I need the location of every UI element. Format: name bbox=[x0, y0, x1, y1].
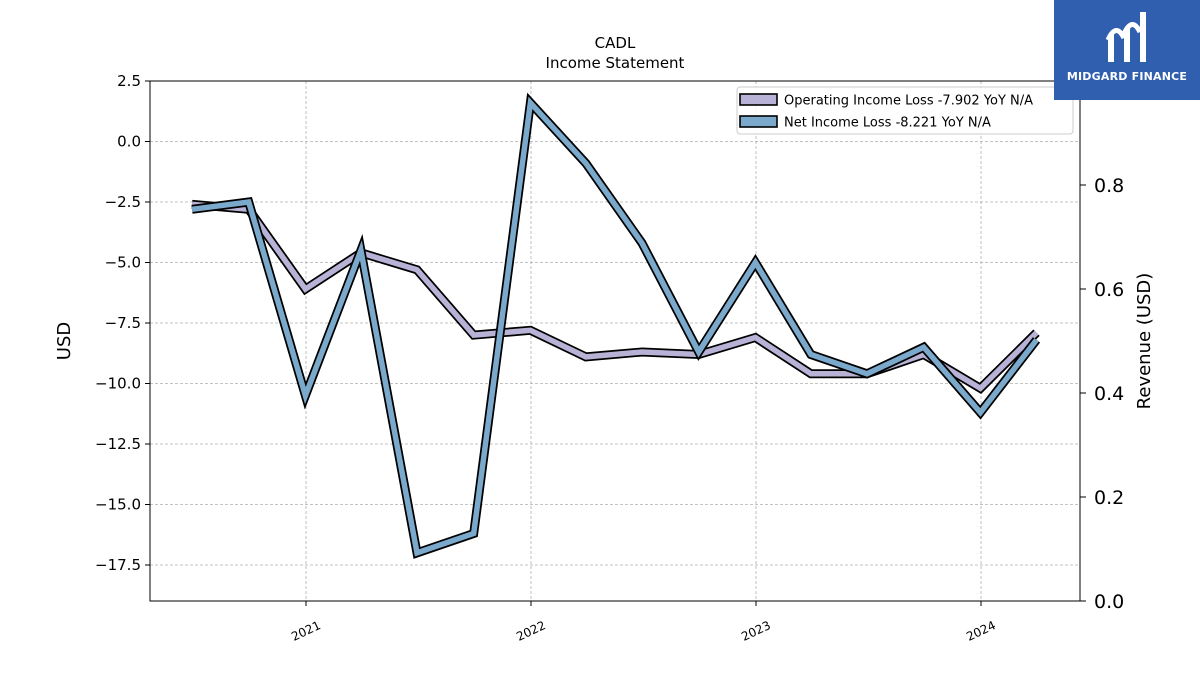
x-tick-label: 2021 bbox=[289, 618, 323, 644]
y2-tick-label: 0.4 bbox=[1094, 383, 1124, 405]
legend-box bbox=[736, 86, 1074, 135]
logo-text: MIDGARD FINANCE bbox=[1066, 70, 1188, 83]
legend-label-operating-income: Operating Income Loss -7.902 YoY N/A bbox=[784, 94, 1033, 109]
y-tick-label: −2.5 bbox=[105, 193, 141, 211]
x-tick-label: 2024 bbox=[964, 618, 998, 644]
midgard-finance-logo: MIDGARD FINANCE bbox=[1054, 0, 1200, 100]
plot-frame bbox=[149, 80, 1081, 602]
midgard-logo-icon bbox=[1105, 12, 1146, 62]
chart-subtitle: Income Statement bbox=[546, 54, 685, 72]
series-layer bbox=[191, 92, 1041, 559]
y-tick-label: 2.5 bbox=[117, 72, 141, 90]
y2-axis-label: Revenue (USD) bbox=[1134, 273, 1155, 410]
y-tick-label: −15.0 bbox=[95, 496, 141, 514]
y2-tick-label: 0.0 bbox=[1094, 591, 1124, 613]
y-axis-ticks: 2.5 0.0 −2.5 −5.0 −7.5 −10.0 −12.5 −15.0 −17.5 bbox=[95, 72, 150, 574]
y-tick-label: −10.0 bbox=[95, 375, 141, 393]
y-tick-label: −12.5 bbox=[95, 435, 141, 453]
legend-label-net-income: Net Income Loss -8.221 YoY N/A bbox=[784, 116, 991, 131]
x-axis-ticks: 2021 2022 2023 2024 bbox=[289, 601, 998, 644]
y-tick-label: −7.5 bbox=[105, 314, 141, 332]
legend: Operating Income Loss -7.902 YoY N/A Net… bbox=[736, 86, 1074, 135]
y-tick-label: −17.5 bbox=[95, 556, 141, 574]
y2-tick-label: 0.2 bbox=[1094, 487, 1124, 509]
chart-title: CADL bbox=[595, 34, 636, 52]
y-axis-label: USD bbox=[54, 322, 75, 360]
y-tick-label: −5.0 bbox=[105, 254, 141, 272]
legend-swatch-operating-income bbox=[739, 93, 778, 106]
y-tick-label: 0.0 bbox=[117, 133, 141, 151]
x-tick-label: 2022 bbox=[514, 618, 548, 644]
y2-axis-ticks: 0.0 0.2 0.4 0.6 0.8 bbox=[1080, 175, 1124, 613]
legend-swatch-net-income bbox=[739, 115, 778, 128]
y2-tick-label: 0.6 bbox=[1094, 279, 1124, 301]
y2-tick-label: 0.8 bbox=[1094, 175, 1124, 197]
net-income-line-outline bbox=[191, 92, 1041, 559]
net-income-line bbox=[191, 96, 1039, 557]
x-tick-label: 2023 bbox=[739, 618, 773, 644]
